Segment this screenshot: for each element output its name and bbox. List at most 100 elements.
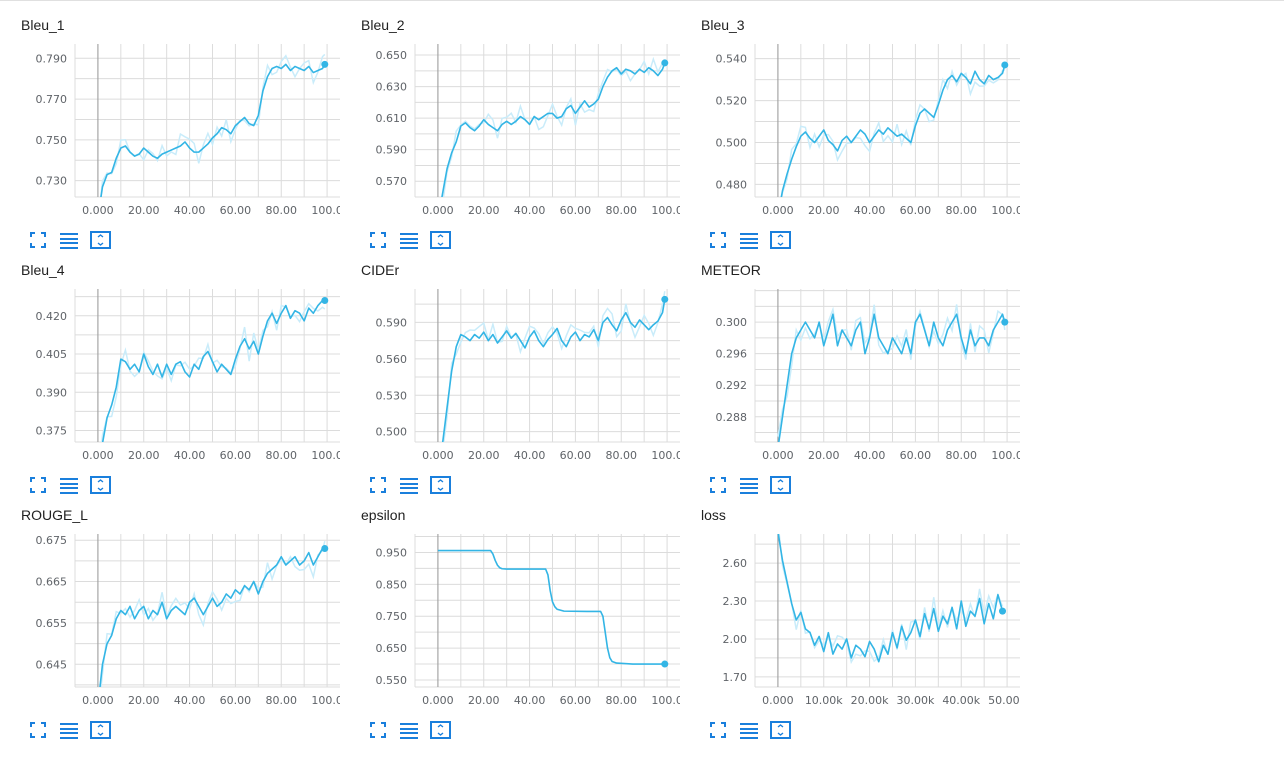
fit-domain-icon — [430, 721, 451, 739]
toggle-log-scale-icon — [400, 478, 418, 494]
log-scale-button[interactable] — [739, 230, 761, 250]
y-tick-label: 0.675 — [36, 534, 68, 547]
series-last-point — [661, 295, 669, 303]
x-tick-label: 100.0 — [311, 694, 340, 707]
chart-plot-meteor[interactable]: 0.000 20.00 40.00 60.00 80.00 100.0 0.288 0.292… — [680, 245, 1020, 470]
fullscreen-button[interactable] — [368, 720, 390, 740]
x-tick-label: 40.00 — [174, 449, 206, 462]
fit-domain-icon — [770, 721, 791, 739]
chart-plot-cider[interactable]: 0.000 20.00 40.00 60.00 80.00 100.0 0.500 0.530… — [340, 245, 680, 470]
chart-title: epsilon — [361, 507, 406, 523]
fullscreen-icon — [30, 232, 46, 248]
chart-plot-epsilon[interactable]: 0.000 20.00 40.00 60.00 80.00 100.0 0.550 0.650… — [340, 490, 680, 715]
y-tick-label: 0.292 — [716, 379, 748, 392]
x-tick-label: 0.000 — [422, 694, 454, 707]
y-tick-label: 0.630 — [376, 81, 408, 94]
series-raw-line — [781, 68, 1006, 197]
fit-domain-button[interactable] — [770, 720, 792, 740]
fit-domain-button[interactable] — [430, 475, 452, 495]
x-tick-label: 20.00k — [851, 694, 889, 707]
x-tick-label: 20.00 — [468, 694, 500, 707]
y-tick-label: 0.520 — [716, 95, 748, 108]
chart-plot-bleu-4[interactable]: 0.000 20.00 40.00 60.00 80.00 100.0 0.375 0.390… — [0, 245, 340, 470]
fullscreen-button[interactable] — [708, 230, 730, 250]
x-tick-label: 100.0 — [651, 449, 680, 462]
y-tick-label: 0.750 — [36, 134, 68, 147]
chart-card-bleu-1: Bleu_1 0.000 20.00 40.00 60.00 80.00 100.0 0.73… — [0, 0, 340, 249]
fit-domain-button[interactable] — [430, 720, 452, 740]
fit-domain-icon — [90, 476, 111, 494]
y-tick-label: 0.300 — [716, 316, 748, 329]
x-tick-label: 80.00 — [266, 694, 298, 707]
fit-domain-button[interactable] — [770, 230, 792, 250]
x-tick-label: 40.00 — [514, 694, 546, 707]
x-tick-label: 0.000 — [82, 694, 114, 707]
fullscreen-button[interactable] — [708, 720, 730, 740]
log-scale-button[interactable] — [399, 230, 421, 250]
chart-plot-bleu-1[interactable]: 0.000 20.00 40.00 60.00 80.00 100.0 0.730 0.750… — [0, 0, 340, 225]
log-scale-button[interactable] — [59, 230, 81, 250]
fullscreen-button[interactable] — [28, 475, 50, 495]
x-tick-label: 20.00 — [468, 204, 500, 217]
fullscreen-button[interactable] — [368, 230, 390, 250]
log-scale-button[interactable] — [59, 720, 81, 740]
x-tick-label: 0.000 — [82, 204, 114, 217]
gridlines — [754, 289, 1020, 442]
chart-title: ROUGE_L — [21, 507, 88, 523]
x-tick-label: 80.00 — [606, 694, 638, 707]
fit-domain-button[interactable] — [430, 230, 452, 250]
y-tick-label: 1.70 — [723, 671, 748, 684]
fullscreen-button[interactable] — [708, 475, 730, 495]
y-tick-label: 0.590 — [376, 316, 408, 329]
series-last-point — [321, 60, 329, 68]
x-tick-label: 40.00k — [942, 694, 980, 707]
x-tick-label: 100.0 — [651, 204, 680, 217]
log-scale-button[interactable] — [59, 475, 81, 495]
fit-domain-icon — [430, 476, 451, 494]
x-tick-label: 0.000 — [82, 449, 114, 462]
chart-plot-bleu-3[interactable]: 0.000 20.00 40.00 60.00 80.00 100.0 0.480 0.500… — [680, 0, 1020, 225]
fit-domain-button[interactable] — [770, 475, 792, 495]
x-tick-label: 0.000 — [762, 694, 794, 707]
fullscreen-button[interactable] — [28, 720, 50, 740]
x-tick-label: 20.00 — [128, 449, 160, 462]
toggle-log-scale-icon — [400, 233, 418, 249]
x-tick-label: 80.00 — [606, 449, 638, 462]
fullscreen-button[interactable] — [368, 475, 390, 495]
gridlines — [74, 534, 340, 687]
fullscreen-button[interactable] — [28, 230, 50, 250]
chart-plot-rouge-l[interactable]: 0.000 20.00 40.00 60.00 80.00 100.0 0.645 0.655… — [0, 490, 340, 715]
y-tick-label: 0.610 — [376, 112, 408, 125]
fit-domain-button[interactable] — [90, 475, 112, 495]
fullscreen-icon — [710, 477, 726, 493]
x-tick-label: 100.0 — [311, 204, 340, 217]
series-last-point — [1001, 318, 1009, 326]
y-tick-label: 2.00 — [723, 633, 748, 646]
x-tick-label: 60.00 — [220, 694, 252, 707]
log-scale-button[interactable] — [399, 720, 421, 740]
y-tick-label: 0.950 — [376, 546, 408, 559]
series-raw-line — [443, 291, 666, 442]
chart-card-bleu-3: Bleu_3 0.000 20.00 40.00 60.00 80.00 100.0 0.48… — [680, 0, 1020, 249]
y-tick-label: 0.550 — [376, 674, 408, 687]
y-tick-label: 0.650 — [376, 49, 408, 62]
x-tick-label: 80.00 — [266, 449, 298, 462]
chart-plot-bleu-2[interactable]: 0.000 20.00 40.00 60.00 80.00 100.0 0.570 0.590… — [340, 0, 680, 225]
y-tick-label: 0.375 — [36, 425, 68, 438]
log-scale-button[interactable] — [399, 475, 421, 495]
y-tick-label: 0.500 — [716, 137, 748, 150]
fit-domain-button[interactable] — [90, 230, 112, 250]
y-tick-label: 0.500 — [376, 426, 408, 439]
chart-plot-loss[interactable]: 0.000 10.00k 20.00k 30.00k 40.00k 50.00k 1.70 2… — [680, 490, 1020, 715]
series-line — [441, 299, 666, 442]
series-raw-line — [100, 540, 326, 687]
chart-card-rouge-l: ROUGE_L 0.000 20.00 40.00 60.00 80.00 100.0 0.6… — [0, 490, 340, 739]
fit-domain-icon — [430, 231, 451, 249]
log-scale-button[interactable] — [739, 475, 761, 495]
y-tick-label: 0.420 — [36, 310, 68, 323]
series-line — [777, 534, 1004, 663]
toggle-log-scale-icon — [60, 233, 78, 249]
chart-card-meteor: METEOR 0.000 20.00 40.00 60.00 80.00 100.0 0.28… — [680, 245, 1020, 494]
log-scale-button[interactable] — [739, 720, 761, 740]
fit-domain-button[interactable] — [90, 720, 112, 740]
